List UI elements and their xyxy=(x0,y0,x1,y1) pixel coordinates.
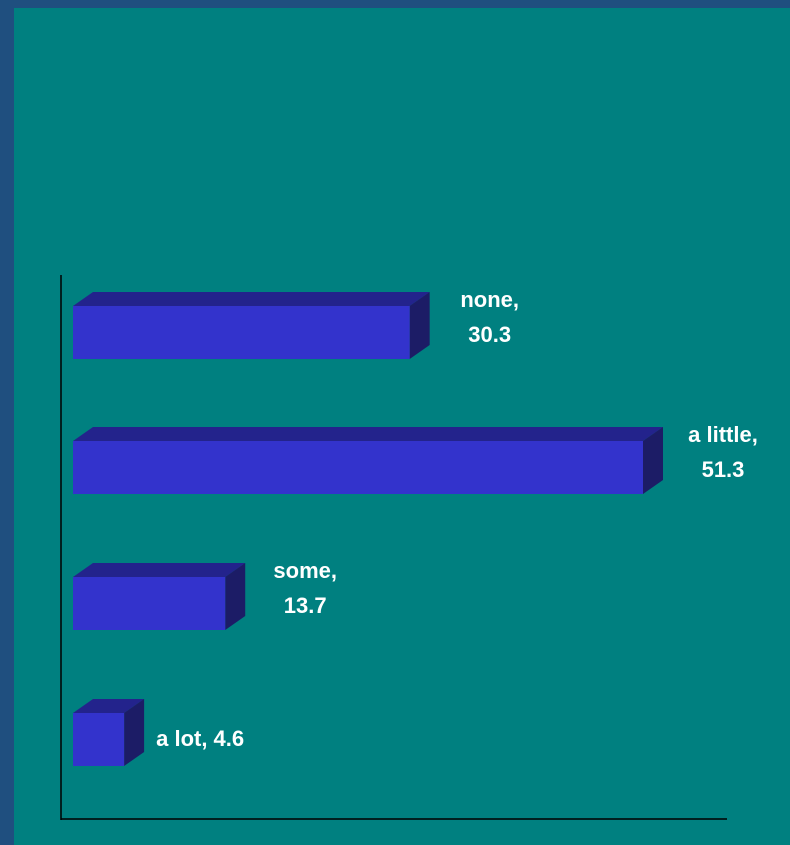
data-label-some: some, 13.7 xyxy=(273,558,337,618)
bar-front-face xyxy=(73,577,226,630)
bar-side-face xyxy=(643,427,663,494)
data-label-name: some, xyxy=(273,558,337,583)
data-label-a-lot: a lot, 4.6 xyxy=(156,726,244,751)
bar-some xyxy=(73,563,246,630)
data-label-a-little: a little, 51.3 xyxy=(688,422,758,482)
data-label-name: a little, xyxy=(688,422,758,447)
data-label-value: 51.3 xyxy=(702,457,745,482)
bar-top-face xyxy=(73,563,246,577)
bar-front-face xyxy=(73,441,643,494)
bar-side-face xyxy=(124,699,145,766)
bar-top-face xyxy=(73,699,145,713)
bars-group xyxy=(73,292,663,766)
bar-side-face xyxy=(409,292,430,359)
data-label-none: none, 30.3 xyxy=(460,287,519,347)
data-label-value: 30.3 xyxy=(468,322,511,347)
data-label-name: none, xyxy=(460,287,519,312)
bar-none xyxy=(73,292,430,359)
bar-front-face xyxy=(73,713,125,766)
data-labels-group: none, 30.3 a little, 51.3 some, 13.7 a lot, 4.… xyxy=(156,287,758,751)
data-label-value: 13.7 xyxy=(284,593,327,618)
bar-front-face xyxy=(73,306,410,359)
bar-top-face xyxy=(73,427,663,441)
bar-top-face xyxy=(73,292,430,306)
bar-a-lot xyxy=(73,699,145,766)
bar-side-face xyxy=(225,563,246,630)
bar-a-little xyxy=(73,427,663,494)
